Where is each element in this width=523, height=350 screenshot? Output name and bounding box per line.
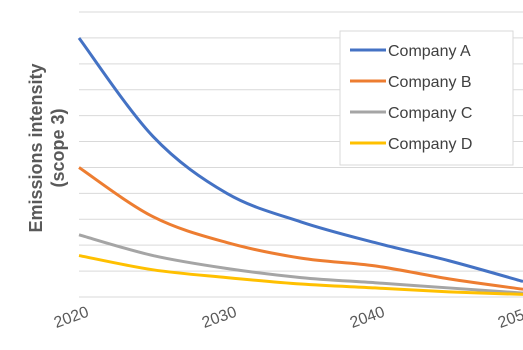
legend-label: Company C [388, 105, 472, 122]
x-tick-label: 2040 [348, 304, 387, 332]
x-axis-ticks: 2020 2030 2040 2050 [52, 304, 523, 332]
legend-label: Company A [388, 43, 471, 60]
series-line-company-d [78, 254, 523, 296]
series-lines [77, 37, 523, 296]
series-line-company-b [78, 166, 523, 291]
y-axis-label-line1: Emissions intensity [26, 63, 46, 232]
x-tick-label: 2020 [52, 304, 91, 332]
legend-label: Company D [388, 136, 472, 153]
series-line-company-a [77, 37, 523, 283]
x-tick-label: 2050 [496, 304, 523, 332]
series-line-company-c [78, 233, 523, 295]
y-axis-label-line2: (scope 3) [48, 108, 68, 187]
legend: Company A Company B Company C Company D [339, 30, 514, 166]
legend-label: Company B [388, 74, 472, 91]
x-tick-label: 2030 [200, 304, 239, 332]
